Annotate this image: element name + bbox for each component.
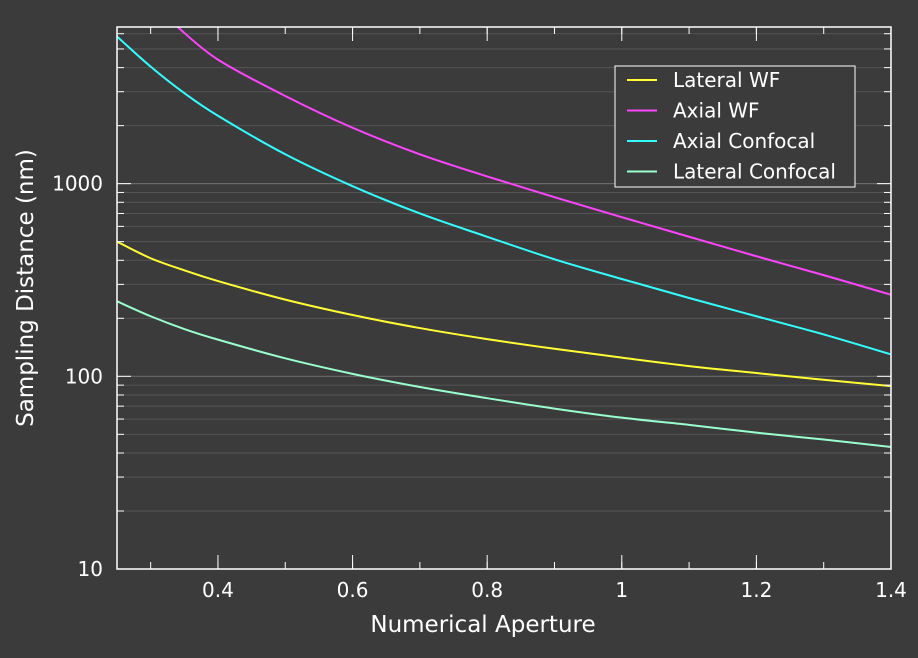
y-axis-label: Sampling Distance (nm)	[13, 149, 39, 427]
x-tick-label: 1.4	[875, 578, 907, 602]
series-line-axial-confocal	[117, 35, 891, 356]
plot-frame	[116, 26, 892, 570]
legend-label: Axial WF	[673, 99, 760, 123]
x-tick-label: 0.6	[337, 578, 369, 602]
y-tick-label: 1000	[52, 172, 103, 196]
axis-ticks: 0.4 0.6 0.8 1 1.2 1.4 10 100 1000	[52, 27, 907, 602]
y-tick-label: 100	[65, 364, 103, 388]
x-tick-label: 1	[615, 578, 628, 602]
y-tick-label: 10	[78, 557, 103, 581]
legend-box	[614, 65, 856, 188]
series-lines	[117, 27, 891, 448]
legend-label: Axial Confocal	[673, 129, 815, 153]
series-line-lateral-confocal	[117, 300, 891, 448]
legend-label: Lateral WF	[673, 68, 780, 92]
series-line-lateral-wf	[117, 240, 891, 388]
legend: Lateral WF Axial WF Axial Confocal Lateral …	[614, 65, 856, 188]
series-line-axial-wf	[176, 27, 891, 296]
x-tick-label: 1.2	[740, 578, 772, 602]
x-axis-label: Numerical Aperture	[370, 612, 595, 638]
x-tick-label: 0.4	[202, 578, 234, 602]
legend-label: Lateral Confocal	[673, 160, 836, 184]
x-tick-label: 0.8	[471, 578, 503, 602]
